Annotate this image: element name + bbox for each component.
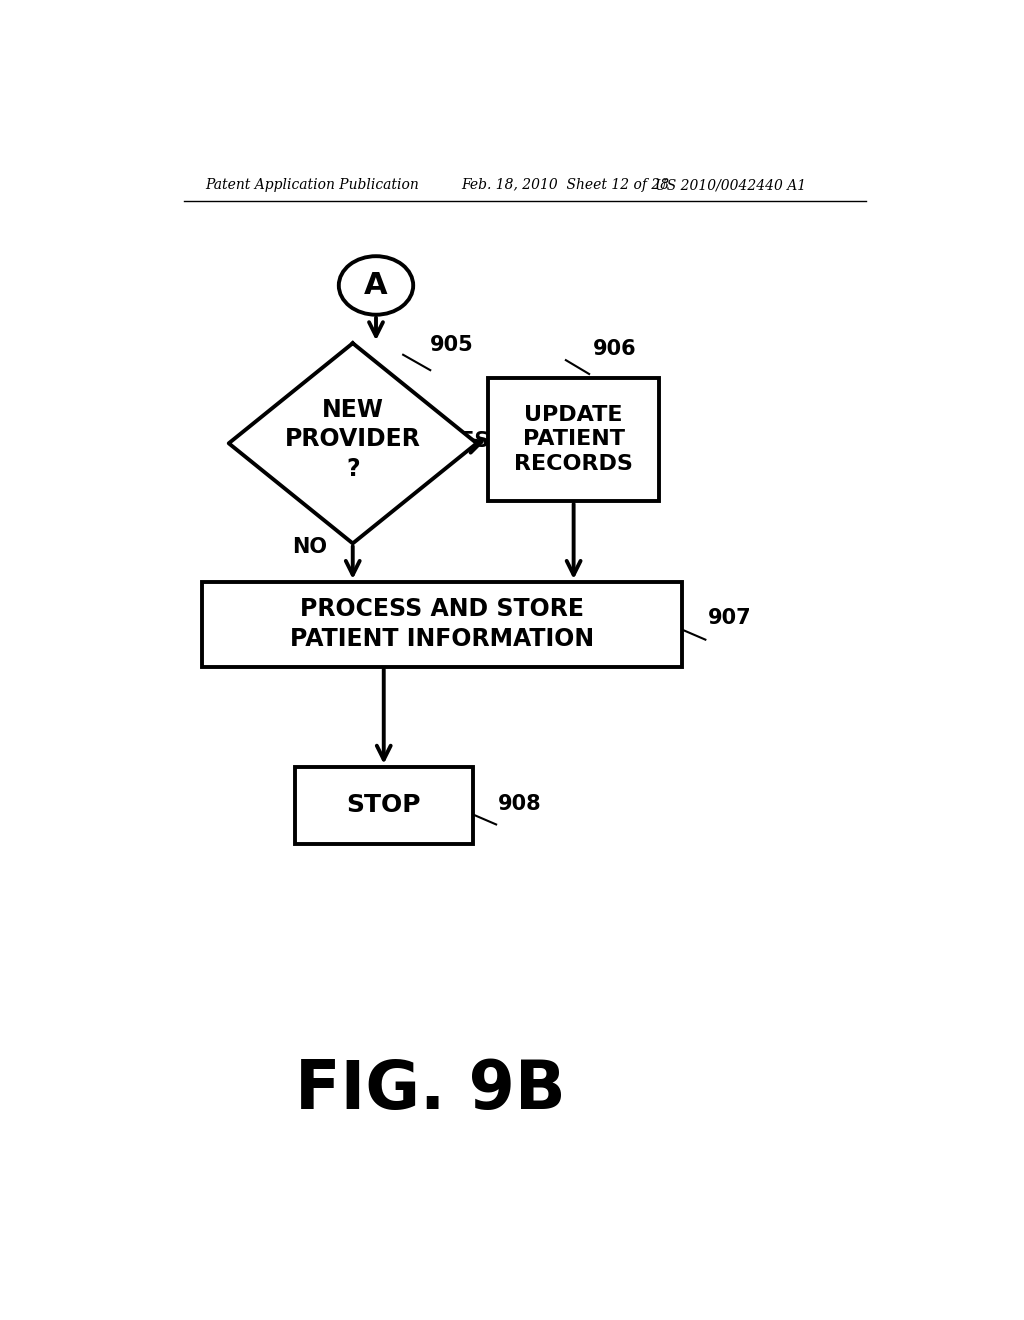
Text: 905: 905 — [430, 335, 474, 355]
Bar — [295, 767, 473, 843]
Text: Patent Application Publication: Patent Application Publication — [206, 178, 419, 193]
Text: NEW
PROVIDER
?: NEW PROVIDER ? — [285, 397, 421, 482]
Polygon shape — [228, 343, 477, 544]
Text: FIG. 9B: FIG. 9B — [295, 1057, 565, 1123]
Text: 906: 906 — [593, 339, 637, 359]
Bar — [202, 582, 682, 667]
Text: UPDATE
PATIENT
RECORDS: UPDATE PATIENT RECORDS — [514, 405, 633, 474]
Text: Feb. 18, 2010  Sheet 12 of 28: Feb. 18, 2010 Sheet 12 of 28 — [461, 178, 670, 193]
Text: STOP: STOP — [346, 793, 421, 817]
Text: YES: YES — [445, 432, 489, 451]
Bar — [488, 378, 658, 502]
Text: 908: 908 — [498, 795, 542, 814]
Text: NO: NO — [293, 537, 328, 557]
Text: US 2010/0042440 A1: US 2010/0042440 A1 — [655, 178, 806, 193]
Text: 907: 907 — [708, 609, 752, 628]
Text: A: A — [365, 271, 388, 300]
Text: PROCESS AND STORE
PATIENT INFORMATION: PROCESS AND STORE PATIENT INFORMATION — [290, 598, 594, 651]
Ellipse shape — [339, 256, 414, 314]
